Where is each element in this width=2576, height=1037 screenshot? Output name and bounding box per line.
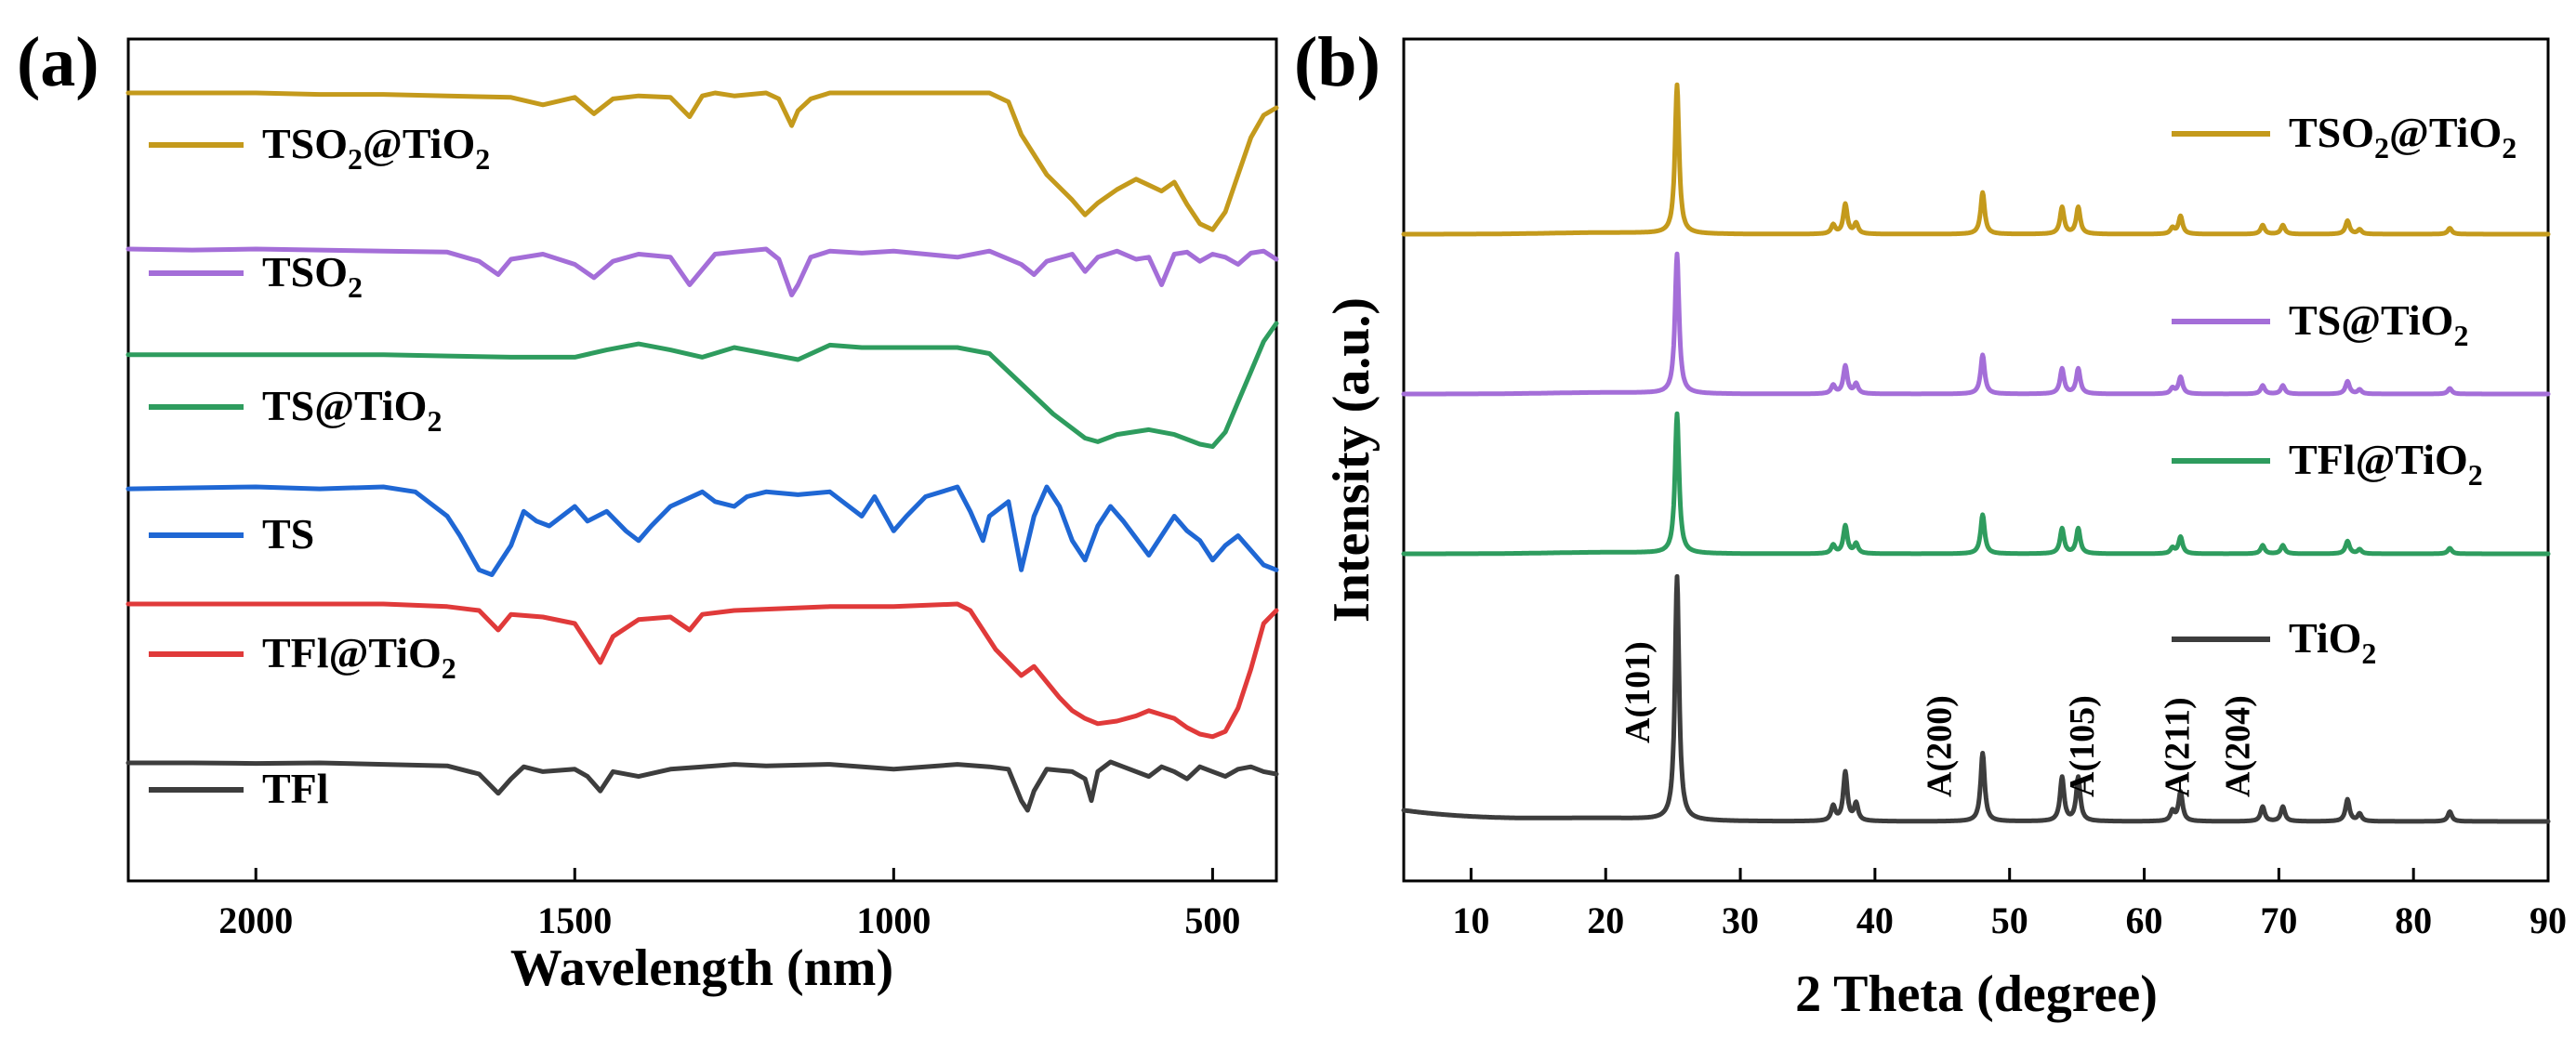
- x-tick-label: 90: [2530, 899, 2567, 941]
- x-tick-label: 10: [1452, 899, 1489, 941]
- peak-label-a-200-: A(200): [1921, 695, 1960, 797]
- panel-b-peak-annotations: A(101) A(200) A(105) A(211) A(204): [1618, 641, 2258, 797]
- x-tick-label: 30: [1722, 899, 1759, 941]
- legend-label-ts: TS: [262, 510, 314, 558]
- legend-label-tso2-tio2: TSO2@TiO2: [262, 120, 490, 176]
- panel-b-plot-frame: [1402, 37, 2550, 883]
- legend-label-tfl: TFl: [262, 765, 329, 812]
- panel-b: (b) A(101) A(200) A(105) A(211) A(204) TSO2@…: [1294, 23, 2567, 1023]
- series-line-tso2-tio2: [1401, 82, 2551, 237]
- x-tick-label: 70: [2260, 899, 2297, 941]
- series-line-ts-tio2: [1401, 251, 2551, 397]
- series-line-tio2: [1401, 573, 2551, 824]
- legend-label-tso2: TSO2: [262, 248, 363, 304]
- panel-b-y-axis-title: Intensity (a.u.): [1323, 297, 1380, 623]
- series-line-tfl-tio2: [1401, 411, 2551, 557]
- peak-label-a-105-: A(105): [2063, 695, 2102, 797]
- series-line-tfl: [125, 759, 1279, 813]
- panel-b-label: (b): [1294, 23, 1380, 101]
- panel-b-series: [1401, 82, 2551, 824]
- legend-label-tio2: TiO2: [2289, 614, 2376, 670]
- x-tick-label: 1000: [856, 899, 931, 941]
- series-line-ts: [125, 484, 1279, 577]
- legend-label-ts-tio2: TS@TiO2: [2289, 296, 2468, 352]
- series-line-ts-tio2: [125, 321, 1279, 450]
- panel-a-x-axis: 2000 1500 1000 500: [218, 868, 1240, 941]
- x-tick-label: 80: [2395, 899, 2432, 941]
- series-line-tso2: [125, 246, 1279, 297]
- panel-a-label: (a): [17, 23, 99, 101]
- legend-label-tfl-tio2: TFl@TiO2: [2289, 436, 2483, 492]
- panel-b-legend: TSO2@TiO2 TS@TiO2 TFl@TiO2 TiO2: [2172, 109, 2517, 670]
- panel-a-legend: TSO2@TiO2 TSO2 TS@TiO2 TS TFl@TiO2 TFl: [149, 120, 490, 812]
- series-line-tfl-tio2: [125, 601, 1279, 740]
- x-tick-label: 20: [1587, 899, 1624, 941]
- series-line-tso2-tio2: [125, 90, 1279, 232]
- x-tick-label: 50: [1991, 899, 2028, 941]
- legend-label-ts-tio2: TS@TiO2: [262, 382, 442, 438]
- panel-b-x-axis-title: 2 Theta (degree): [1795, 965, 2158, 1023]
- x-tick-label: 40: [1856, 899, 1894, 941]
- x-tick-label: 500: [1184, 899, 1240, 941]
- peak-label-a-101-: A(101): [1618, 641, 1658, 743]
- legend-label-tfl-tio2: TFl@TiO2: [262, 629, 456, 685]
- panel-b-x-axis: 10 20 30 40 50 60 70 80 90: [1452, 868, 2567, 941]
- panel-a-plot-frame: [126, 37, 1278, 883]
- panel-a-series: [125, 90, 1279, 813]
- x-tick-label: 1500: [537, 899, 612, 941]
- x-tick-label: 2000: [218, 899, 293, 941]
- panel-a: (a) TSO2@TiO2 TSO2 TS@TiO2 TS TFl@TiO2 TFl 20…: [17, 23, 1279, 997]
- x-tick-label: 60: [2126, 899, 2163, 941]
- panel-a-x-axis-title: Wavelength (nm): [510, 939, 893, 997]
- legend-label-tso2-tio2: TSO2@TiO2: [2289, 109, 2517, 164]
- peak-label-a-204-: A(204): [2219, 695, 2258, 797]
- peak-label-a-211-: A(211): [2159, 697, 2198, 797]
